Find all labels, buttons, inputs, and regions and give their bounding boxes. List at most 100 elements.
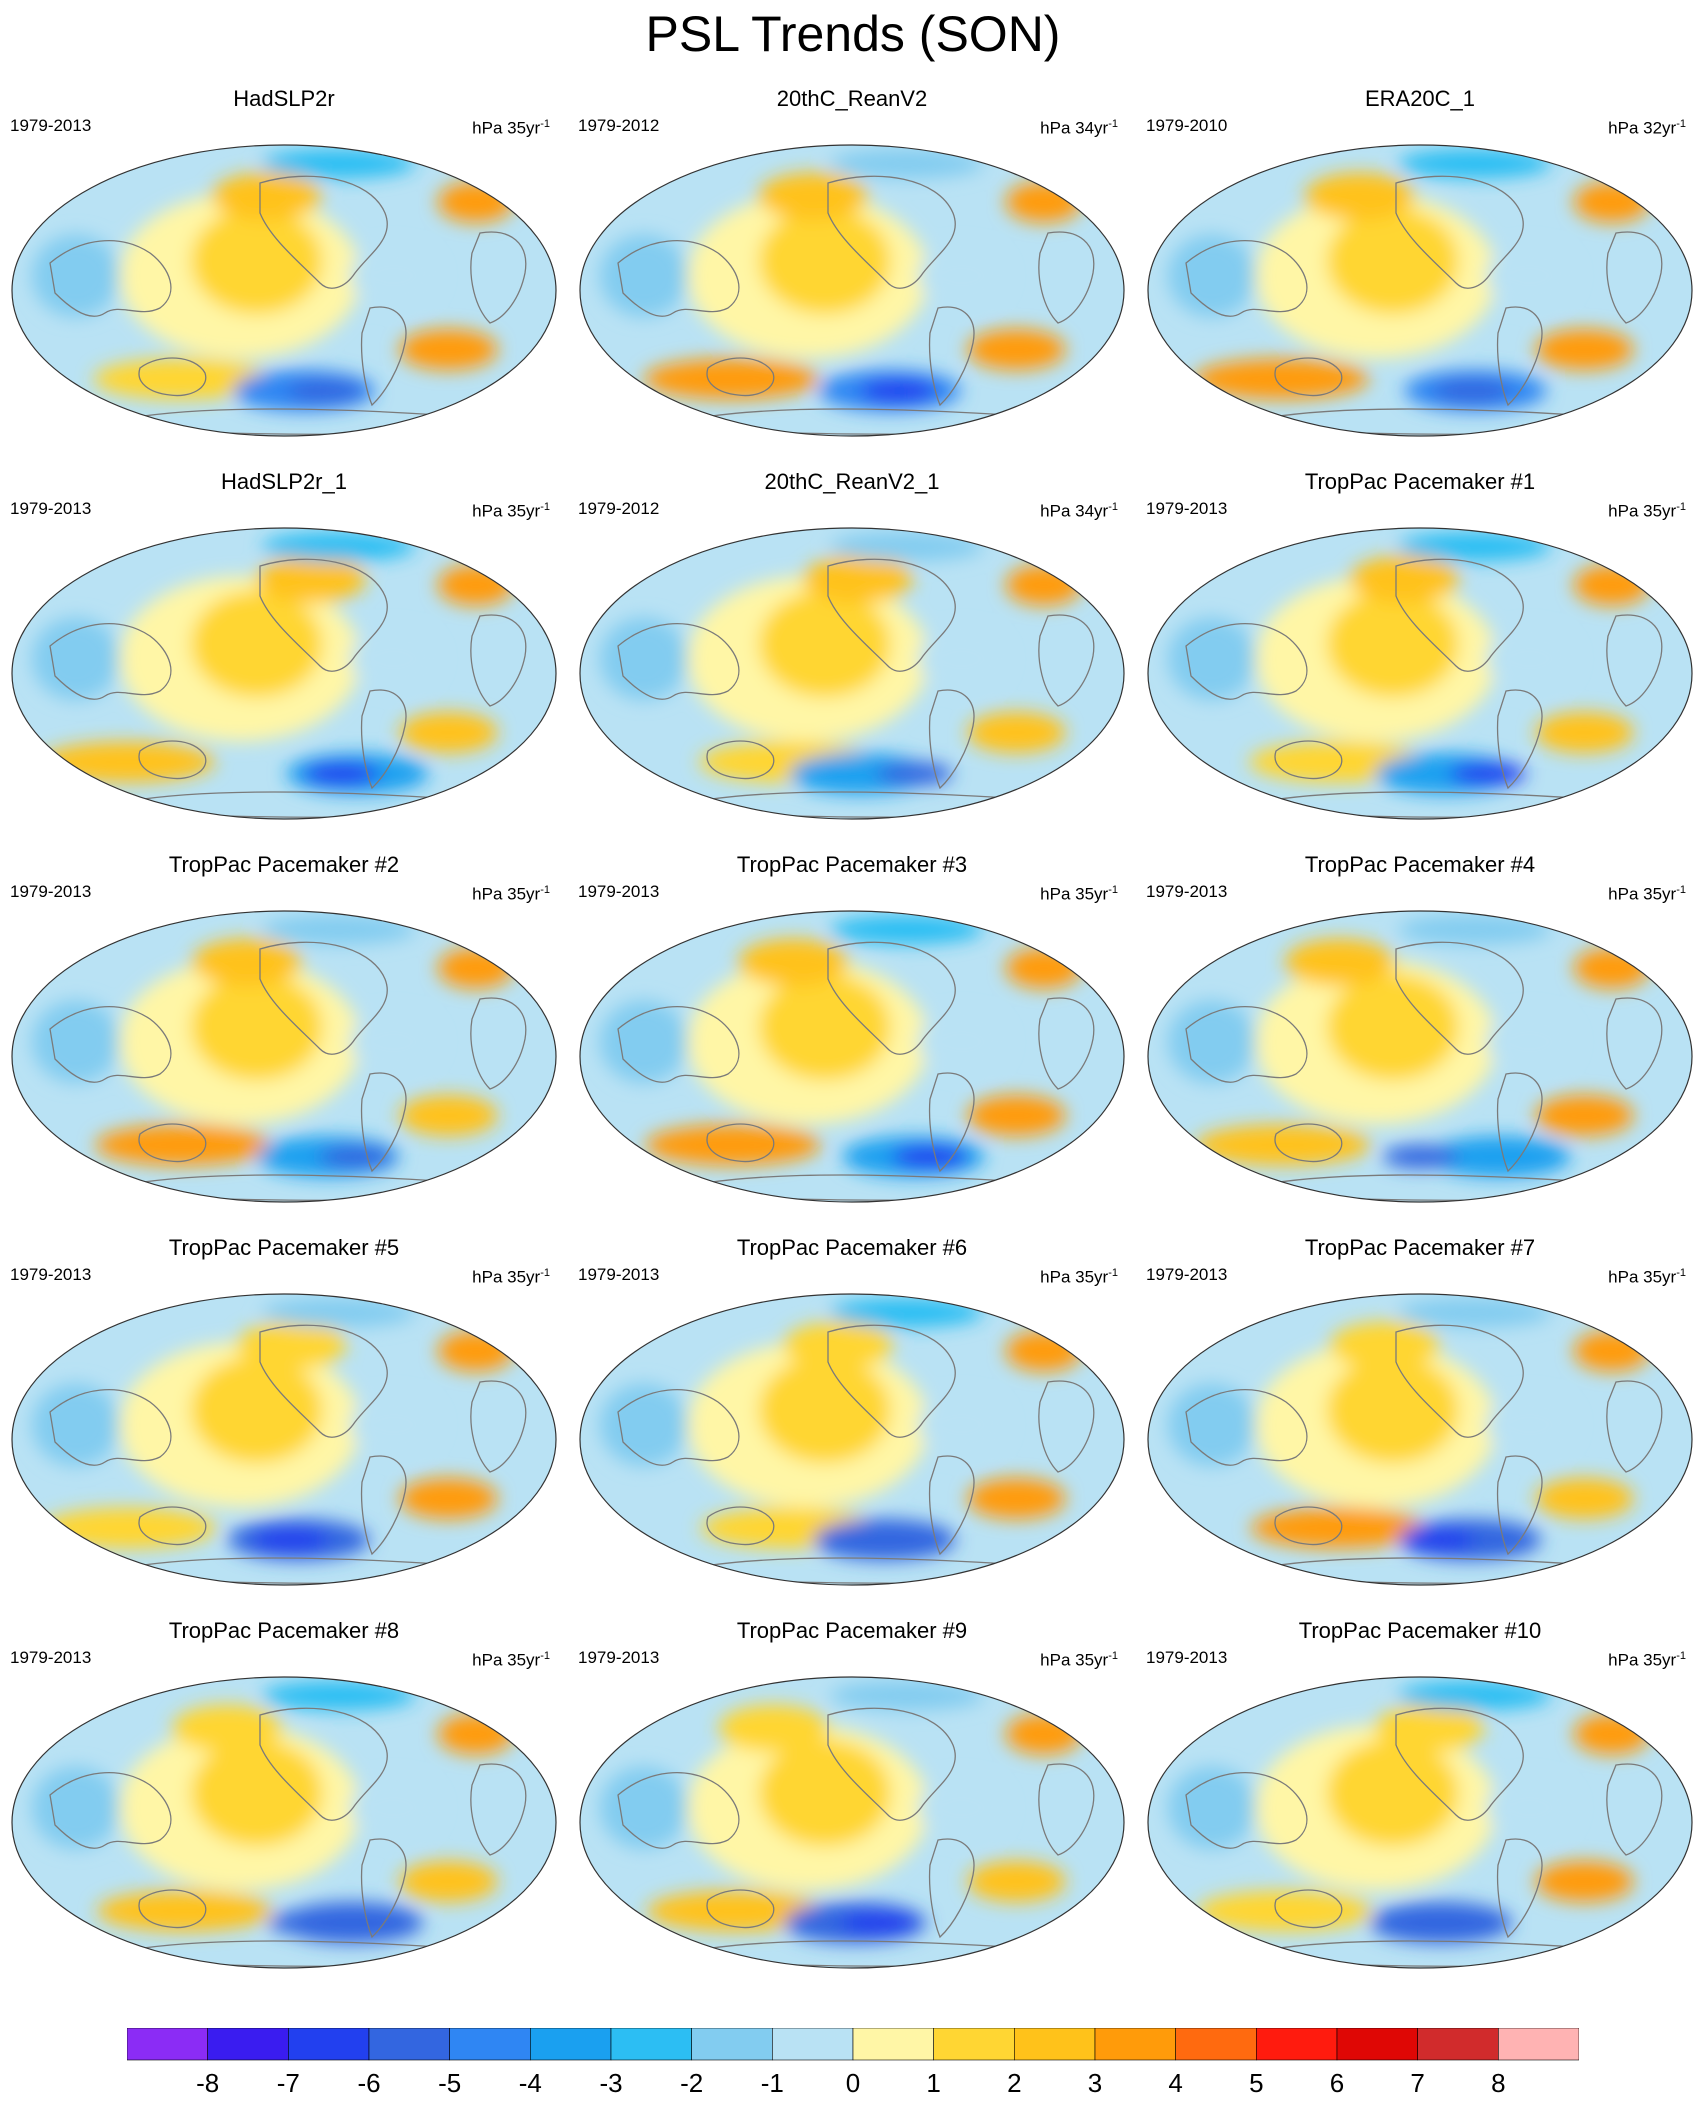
field-contour [917, 246, 1006, 306]
colorbar-tick-label: 5 [1249, 2068, 1263, 2098]
panel-units-exponent: -1 [1108, 501, 1118, 513]
panel-units-exponent: -1 [1108, 1267, 1118, 1279]
coastline [49, 240, 172, 317]
coastline [1185, 623, 1308, 700]
field-contour [967, 711, 1066, 754]
coastline [138, 740, 207, 780]
coastline [1274, 1889, 1343, 1929]
map-panel: TropPac Pacemaker #8 1979-2013 hPa 35yr-1 [0, 1590, 568, 1975]
field-contour [967, 328, 1066, 371]
field-contour [738, 938, 848, 986]
field-contour [917, 1395, 1006, 1455]
coastline [1038, 614, 1095, 707]
field-contour [1284, 938, 1395, 986]
colorbar-box [933, 2028, 1015, 2061]
coastline [1606, 1763, 1663, 1856]
field-contour [860, 379, 938, 403]
field-contour [1167, 1766, 1256, 1850]
field-contour [830, 914, 984, 945]
panel-units-base: hPa 35yr [472, 501, 541, 521]
coastline [928, 1838, 975, 1939]
colorbar-box [207, 2028, 289, 2061]
coastline [827, 1324, 956, 1438]
panel-units: hPa 35yr-1 [472, 880, 550, 905]
colorbar-tick-label: -4 [519, 2068, 542, 2098]
coastline [360, 689, 407, 790]
coastline [1185, 1006, 1308, 1083]
colorbar-tick-label: 1 [926, 2068, 940, 2098]
coastline [1496, 1838, 1543, 1939]
field-contour [399, 1860, 498, 1903]
colorbar-tick-label: 3 [1088, 2068, 1102, 2098]
field-contour [830, 1680, 984, 1711]
coastline [706, 1506, 775, 1546]
coastline [470, 1763, 527, 1856]
colorbar-tick-label: -7 [277, 2068, 300, 2098]
map-field [579, 144, 1125, 437]
field-contour [825, 1528, 902, 1552]
field-contour [599, 234, 688, 318]
colorbar: -8 -7 -6 -5 -4 -3 -2 -1 0 1 2 3 4 5 6 7 8 [127, 2028, 1579, 2098]
field-contour [349, 1395, 438, 1455]
panel-title: TropPac Pacemaker #2 [168, 852, 400, 877]
field-contour [830, 1297, 984, 1328]
coastline [1185, 1389, 1308, 1466]
field-contour [190, 973, 323, 1081]
colorbar-box [449, 2028, 531, 2061]
panel-units: hPa 35yr-1 [472, 114, 550, 139]
field-contour [39, 741, 215, 783]
field-contour [1167, 1383, 1256, 1467]
panel-units-exponent: -1 [1676, 1267, 1686, 1279]
coastline [1274, 1506, 1343, 1546]
field-contour [1398, 1680, 1552, 1711]
coastline [706, 740, 775, 780]
coastline [138, 1506, 207, 1546]
panel-title: TropPac Pacemaker #5 [168, 1235, 400, 1260]
coastline [1496, 1455, 1543, 1556]
panel-units-base: hPa 35yr [1040, 1650, 1109, 1670]
panel-units-exponent: -1 [1676, 1650, 1686, 1662]
field-contour [1250, 1507, 1427, 1549]
panel-period: 1979-2013 [578, 882, 660, 901]
panel-units-base: hPa 34yr [1040, 118, 1109, 138]
panel-units-base: hPa 35yr [1040, 884, 1109, 904]
coastline [470, 614, 527, 707]
map-border [579, 1293, 1125, 1586]
colorbar-box [610, 2028, 692, 2061]
coastline [1395, 1324, 1524, 1438]
field-contour [31, 1000, 120, 1084]
panel-title: 20thC_ReanV2_1 [764, 469, 940, 494]
map-panel: TropPac Pacemaker #10 1979-2013 hPa 35yr-1 [1136, 1590, 1704, 1975]
field-contour [891, 1145, 969, 1169]
map-border [11, 527, 557, 820]
coastline [928, 1072, 975, 1173]
map-panel: TropPac Pacemaker #5 1979-2013 hPa 35yr-1 [0, 1207, 568, 1592]
panel-units: hPa 35yr-1 [1040, 1646, 1118, 1671]
panel-title: TropPac Pacemaker #3 [736, 852, 968, 877]
map-panel: 20thC_ReanV2 1979-2012 hPa 34yr-1 [568, 58, 1136, 443]
map-border [1147, 144, 1693, 437]
colorbar-box [1256, 2028, 1338, 2061]
map-field [579, 910, 1125, 1203]
coastline [1606, 231, 1663, 324]
colorbar-tick-label: 2 [1007, 2068, 1021, 2098]
coastline [827, 941, 956, 1055]
map-field [11, 910, 557, 1203]
coastline [360, 1455, 407, 1556]
field-contour [190, 1739, 323, 1847]
field-contour [96, 1890, 273, 1932]
coastline [617, 1772, 740, 1849]
panel-units-exponent: -1 [1676, 884, 1686, 896]
field-contour [1413, 1911, 1491, 1935]
panel-units-exponent: -1 [1108, 884, 1118, 896]
colorbar-tick-label: 4 [1168, 2068, 1182, 2098]
colorbar-box [1094, 2028, 1176, 2061]
map-border [1147, 527, 1693, 820]
field-contour [1433, 379, 1511, 403]
panel-period: 1979-2013 [10, 499, 92, 518]
field-contour [1398, 148, 1552, 179]
field-contour [840, 1911, 918, 1935]
coastline [617, 240, 740, 317]
panel-units: hPa 34yr-1 [1040, 497, 1118, 522]
field-contour [599, 617, 688, 701]
